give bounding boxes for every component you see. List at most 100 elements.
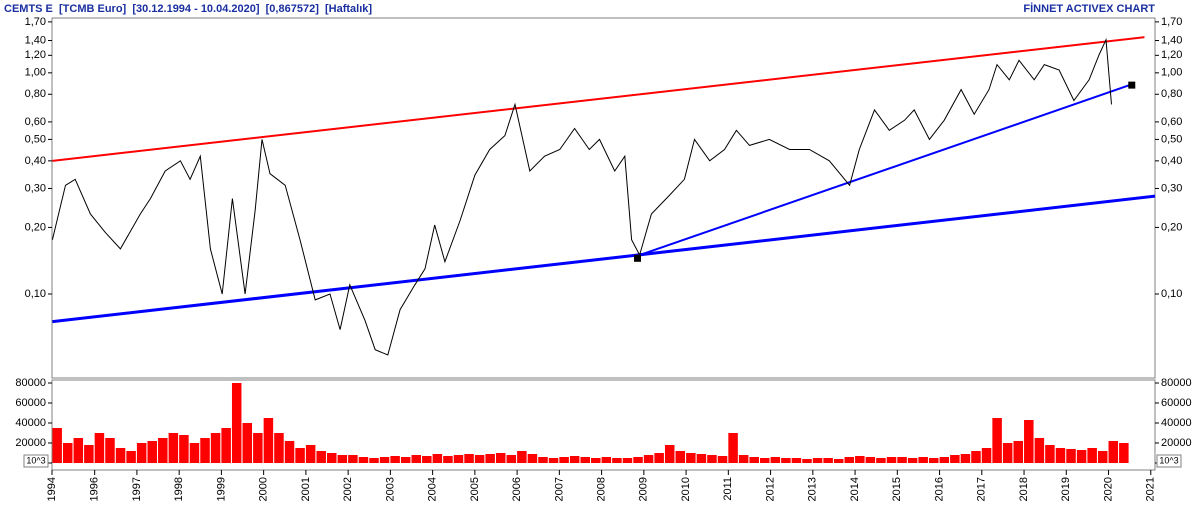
volume-bar: [633, 457, 643, 463]
volume-bar: [432, 454, 443, 463]
y-tick-label-right: 0,80: [1161, 88, 1182, 100]
volume-bar: [84, 445, 94, 463]
volume-bar: [316, 451, 326, 463]
volume-bar: [950, 455, 960, 463]
volume-bar: [242, 423, 253, 463]
volume-bar: [865, 457, 876, 463]
unit-label: 10^3: [1159, 455, 1178, 465]
volume-bar: [443, 456, 453, 463]
volume-bar: [559, 457, 569, 463]
x-tick-label: 2005: [469, 477, 481, 501]
volume-bar: [654, 453, 664, 463]
y-tick-label: 0,30: [25, 182, 46, 194]
volume-bar: [717, 456, 728, 463]
volume-bar: [200, 438, 210, 463]
y-tick-label: 0,80: [25, 88, 46, 100]
y-tick-label-right: 1,00: [1161, 67, 1182, 79]
volume-bar: [263, 418, 274, 463]
trendline: [639, 84, 1130, 256]
y-tick-label-right: 1,40: [1161, 34, 1182, 46]
volume-bar: [105, 438, 115, 463]
volume-bar: [390, 456, 400, 463]
volume-tick-label: 60000: [15, 397, 46, 409]
x-tick-label: 2003: [384, 477, 396, 501]
volume-bar: [569, 456, 580, 463]
volume-bar: [612, 458, 622, 463]
volume-bar: [94, 433, 105, 463]
x-tick-label: 2018: [1018, 477, 1030, 501]
unit-box: [23, 454, 49, 468]
volume-bar: [918, 457, 928, 463]
volume-bar: [474, 455, 485, 463]
x-tick-label: 2020: [1102, 477, 1114, 501]
volume-bar: [158, 438, 168, 463]
y-tick-label: 1,70: [25, 16, 46, 28]
chart-title: CEMTS E [TCMB Euro] [30.12.1994 - 10.04.…: [4, 3, 372, 15]
volume-bar: [855, 456, 865, 463]
volume-bar: [274, 433, 284, 463]
volume-bar: [1076, 450, 1087, 463]
y-tick-label-right: 1,70: [1161, 16, 1182, 28]
volume-bar: [781, 458, 791, 463]
x-tick-label: 2015: [891, 477, 903, 501]
volume-bar: [939, 457, 950, 463]
volume-bar: [707, 455, 717, 463]
volume-panel: [51, 379, 1156, 471]
volume-bar: [1002, 443, 1013, 463]
volume-bar: [62, 443, 73, 463]
volume-bar: [971, 451, 981, 463]
x-tick-label: 2008: [596, 477, 608, 501]
volume-bar: [538, 457, 548, 463]
y-tick-label: 0,10: [25, 288, 46, 300]
volume-bar: [1119, 443, 1129, 463]
volume-tick-label-right: 60000: [1161, 397, 1192, 409]
x-tick-label: 2011: [722, 477, 734, 501]
volume-bar: [126, 451, 136, 463]
x-tick-label: 2013: [807, 477, 819, 501]
volume-bar: [675, 451, 686, 463]
x-tick-label: 1999: [215, 477, 227, 501]
volume-bar: [791, 458, 802, 463]
volume-bar: [1024, 420, 1034, 463]
volume-bar: [580, 457, 590, 463]
volume-bar: [464, 454, 474, 463]
y-tick-label-right: 1,20: [1161, 49, 1182, 61]
marker: [634, 254, 642, 262]
volume-bar: [548, 458, 559, 463]
x-tick-label: 1997: [131, 477, 143, 501]
volume-tick-label-right: 40000: [1161, 417, 1192, 429]
volume-bar: [1108, 441, 1119, 463]
x-tick-label: 2012: [764, 477, 776, 501]
x-tick-label: 2002: [342, 477, 354, 501]
volume-bar: [928, 458, 939, 463]
x-tick-label: 1996: [89, 477, 101, 501]
volume-bar: [147, 441, 157, 463]
x-tick-label: 2007: [553, 477, 565, 501]
y-tick-label: 0,50: [25, 133, 46, 145]
volume-bar: [1013, 441, 1023, 463]
volume-bar: [907, 458, 918, 463]
volume-bar: [400, 457, 411, 463]
x-tick-label: 2019: [1060, 477, 1072, 501]
volume-bar: [369, 458, 379, 463]
volume-bar: [358, 457, 369, 463]
volume-bar: [960, 454, 971, 463]
volume-bar: [1097, 451, 1108, 463]
volume-bar: [136, 443, 147, 463]
volume-bar: [760, 458, 770, 463]
volume-bar: [1087, 448, 1097, 463]
y-tick-label-right: 0,40: [1161, 155, 1182, 167]
y-tick-label: 0,20: [25, 221, 46, 233]
y-tick-label: 0,60: [25, 116, 46, 128]
y-tick-label: 1,40: [25, 34, 46, 46]
volume-bar: [738, 455, 749, 463]
volume-bar: [897, 457, 907, 463]
volume-bar: [749, 457, 759, 463]
volume-bar: [876, 458, 886, 463]
x-tick-label: 2010: [680, 477, 692, 501]
volume-bar: [770, 457, 781, 463]
volume-bar: [168, 433, 179, 463]
volume-bar: [411, 455, 422, 463]
x-tick-label: 1994: [46, 477, 58, 501]
